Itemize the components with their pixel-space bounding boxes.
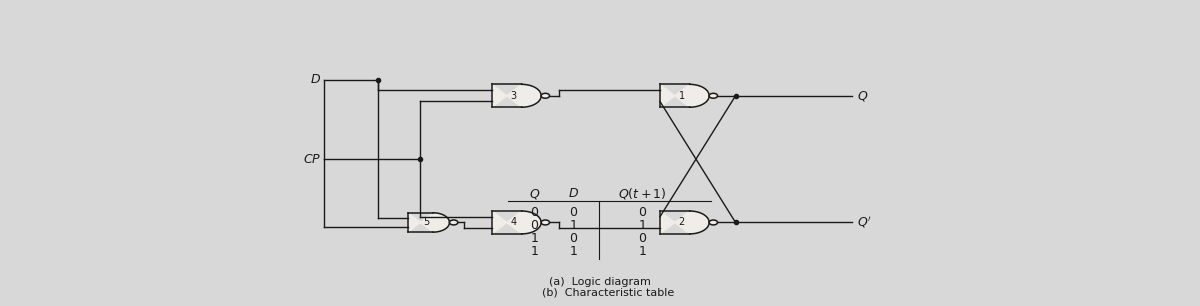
Text: 1: 1 bbox=[638, 219, 646, 232]
Circle shape bbox=[541, 93, 550, 98]
Text: 0: 0 bbox=[530, 219, 539, 232]
Polygon shape bbox=[660, 84, 709, 107]
Circle shape bbox=[709, 220, 718, 225]
Text: $Q'$: $Q'$ bbox=[857, 215, 871, 230]
Text: $CP$: $CP$ bbox=[302, 153, 322, 166]
Text: 0: 0 bbox=[569, 232, 577, 245]
Text: 0: 0 bbox=[569, 206, 577, 219]
Text: 1: 1 bbox=[569, 245, 577, 258]
Text: 4: 4 bbox=[510, 218, 517, 227]
Text: 1: 1 bbox=[530, 232, 538, 245]
Text: 0: 0 bbox=[530, 206, 539, 219]
Text: 1: 1 bbox=[638, 245, 646, 258]
Text: 2: 2 bbox=[678, 218, 685, 227]
Polygon shape bbox=[660, 211, 709, 234]
Text: 0: 0 bbox=[638, 232, 647, 245]
Polygon shape bbox=[408, 213, 450, 232]
Text: $Q$: $Q$ bbox=[528, 187, 540, 201]
Text: (b)  Characteristic table: (b) Characteristic table bbox=[541, 288, 674, 298]
Text: 5: 5 bbox=[424, 218, 430, 227]
Text: $Q$: $Q$ bbox=[857, 89, 868, 103]
Text: 1: 1 bbox=[530, 245, 538, 258]
Polygon shape bbox=[492, 84, 541, 107]
Text: 0: 0 bbox=[638, 206, 647, 219]
Circle shape bbox=[709, 93, 718, 98]
Text: 1: 1 bbox=[678, 91, 685, 101]
Text: $D$: $D$ bbox=[310, 73, 322, 86]
Text: $D$: $D$ bbox=[568, 187, 578, 200]
Text: $Q(t+1)$: $Q(t+1)$ bbox=[618, 186, 667, 201]
Circle shape bbox=[450, 220, 458, 225]
Text: 3: 3 bbox=[510, 91, 517, 101]
Text: 1: 1 bbox=[569, 219, 577, 232]
Circle shape bbox=[541, 220, 550, 225]
Text: (a)  Logic diagram: (a) Logic diagram bbox=[550, 277, 650, 287]
Polygon shape bbox=[492, 211, 541, 234]
